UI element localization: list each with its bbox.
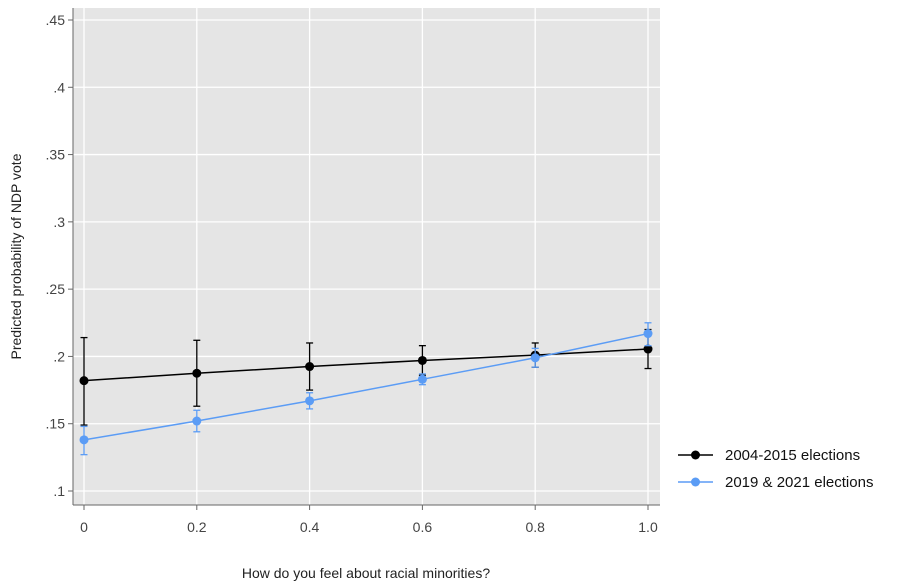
x-tick-label: 0.2: [187, 519, 207, 535]
series-layer: [79, 322, 653, 456]
y-tick-label: .1: [53, 483, 65, 499]
x-tick-label: 0: [80, 519, 88, 535]
data-point: [530, 353, 540, 363]
y-tick-label: .25: [46, 281, 66, 297]
plot-area: [73, 8, 660, 505]
x-tick-label: 0.8: [525, 519, 545, 535]
legend-label: 2004-2015 elections: [725, 447, 860, 464]
x-tick-label: 1.0: [638, 519, 658, 535]
y-axis-title: Predicted probability of NDP vote: [8, 153, 24, 359]
data-point: [192, 416, 202, 426]
x-tick-label: 0.6: [413, 519, 433, 535]
legend: 2004-2015 elections 2019 & 2021 elections: [678, 447, 873, 491]
legend-swatch-marker: [691, 450, 700, 460]
data-point: [643, 329, 653, 339]
data-point: [643, 344, 653, 354]
data-point: [79, 376, 89, 386]
legend-label: 2019 & 2021 elections: [725, 474, 873, 491]
series-2: [79, 322, 653, 456]
series-line: [83, 332, 649, 441]
data-point: [305, 362, 315, 372]
data-point: [417, 355, 427, 365]
y-tick-label: .45: [46, 12, 66, 28]
legend-item: 2019 & 2021 elections: [678, 474, 873, 491]
y-tick-label: .15: [46, 416, 66, 432]
y-tick-label: .4: [53, 79, 65, 95]
x-axis-title: How do you feel about racial minorities?: [242, 565, 490, 581]
data-point: [417, 374, 427, 384]
legend-item: 2004-2015 elections: [678, 447, 860, 464]
grid-lines: [73, 8, 660, 505]
data-point: [192, 368, 202, 378]
x-axis: 0 0.2 0.4 0.6 0.8 1.0: [73, 504, 660, 535]
y-tick-label: .2: [53, 348, 65, 364]
legend-swatch-marker: [691, 477, 700, 487]
x-tick-label: 0.4: [300, 519, 320, 535]
y-axis: .1 .15 .2 .25 .3 .35 .4 .45: [46, 8, 74, 505]
data-point: [79, 435, 89, 445]
y-tick-label: .3: [53, 214, 65, 230]
data-point: [305, 396, 315, 406]
y-tick-label: .35: [46, 147, 66, 163]
